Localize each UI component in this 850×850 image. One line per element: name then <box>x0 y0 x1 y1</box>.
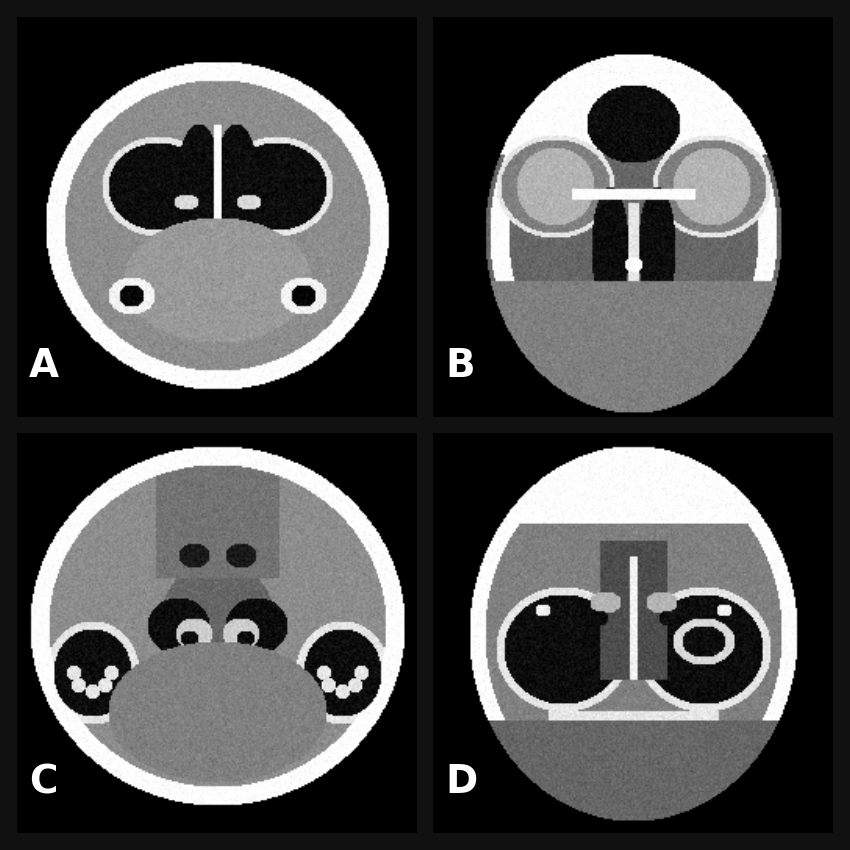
Text: B: B <box>445 347 474 385</box>
Text: C: C <box>29 763 58 801</box>
Text: A: A <box>29 347 60 385</box>
Text: D: D <box>445 763 477 801</box>
